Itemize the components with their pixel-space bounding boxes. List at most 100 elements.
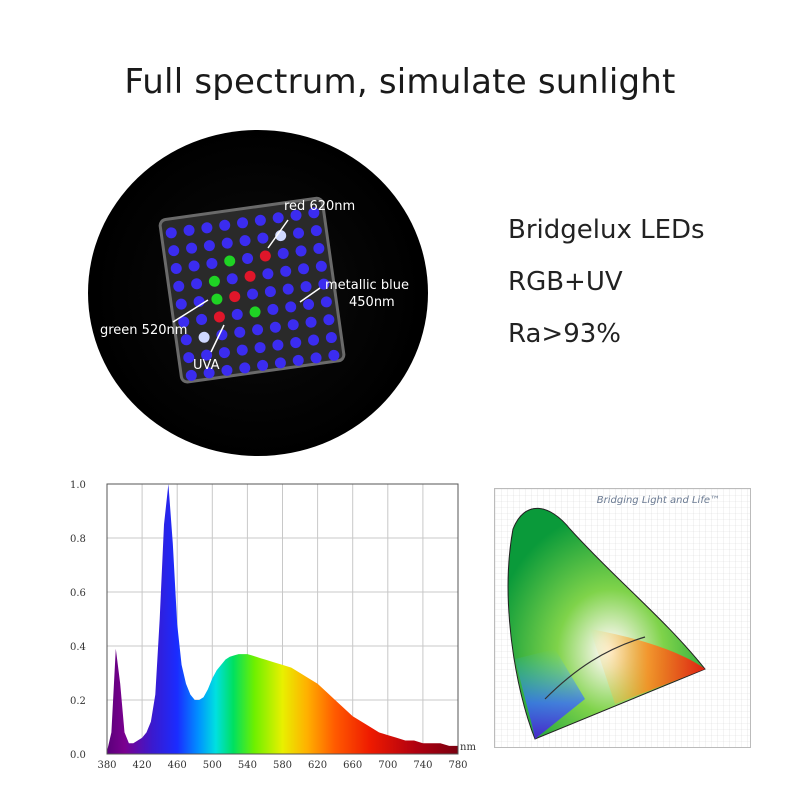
led-dot bbox=[287, 319, 299, 331]
x-tick-label: 660 bbox=[343, 760, 362, 771]
led-dot bbox=[295, 245, 307, 257]
led-dot bbox=[293, 227, 305, 239]
spec-brand: Bridgelux LEDs bbox=[508, 215, 705, 245]
led-dot bbox=[183, 352, 195, 364]
spec-channels: RGB+UV bbox=[508, 267, 623, 297]
led-dot bbox=[252, 324, 264, 336]
x-tick-label: 740 bbox=[413, 760, 432, 771]
x-tick-label: 500 bbox=[203, 760, 222, 771]
led-dot bbox=[211, 293, 223, 305]
led-dot bbox=[183, 224, 195, 236]
cie-diagram: Bridging Light and Life™ bbox=[494, 488, 751, 748]
spec-list: Bridgelux LEDs RGB+UV Ra>93% bbox=[508, 210, 705, 366]
x-tick-label: 540 bbox=[238, 760, 257, 771]
spec-cri: Ra>93% bbox=[508, 319, 622, 349]
led-dot bbox=[196, 313, 208, 325]
led-dot bbox=[292, 354, 304, 366]
led-dot bbox=[226, 273, 238, 285]
led-dot bbox=[300, 281, 312, 293]
led-dot bbox=[259, 250, 271, 262]
led-dot bbox=[203, 240, 215, 252]
led-dot bbox=[328, 349, 340, 361]
y-tick-label: 1.0 bbox=[70, 480, 86, 491]
led-dot bbox=[320, 296, 332, 308]
green-led-label: green 520nm bbox=[100, 323, 187, 338]
led-dot bbox=[206, 257, 218, 269]
led-dot bbox=[305, 316, 317, 328]
led-dot bbox=[203, 367, 215, 379]
led-dot bbox=[186, 242, 198, 254]
x-tick-label: 420 bbox=[133, 760, 152, 771]
cie-brand-label: Bridging Light and Life™ bbox=[596, 495, 720, 506]
led-dot bbox=[280, 265, 292, 277]
led-dot bbox=[310, 352, 322, 364]
led-dot bbox=[219, 219, 231, 231]
led-dot bbox=[201, 222, 213, 234]
led-dot bbox=[218, 347, 230, 359]
uva-led-label: UVA bbox=[193, 358, 220, 373]
led-dot bbox=[267, 303, 279, 315]
led-dot bbox=[165, 227, 177, 239]
red-led-label: red 620nm bbox=[284, 199, 355, 214]
led-dot bbox=[231, 308, 243, 320]
led-dot bbox=[201, 349, 213, 361]
led-dot bbox=[188, 260, 200, 272]
led-dot bbox=[234, 326, 246, 338]
led-dot bbox=[272, 339, 284, 351]
led-dot bbox=[216, 329, 228, 341]
led-chip-photo: red 620nm metallic blue 450nm green 520n… bbox=[88, 130, 428, 456]
led-dot bbox=[285, 301, 297, 313]
led-dot bbox=[247, 288, 259, 300]
x-tick-label: 460 bbox=[168, 760, 187, 771]
led-dot bbox=[315, 260, 327, 272]
led-dot bbox=[221, 364, 233, 376]
led-dot bbox=[198, 331, 210, 343]
x-tick-label: 620 bbox=[308, 760, 327, 771]
led-dot bbox=[262, 268, 274, 280]
x-axis-label: nm bbox=[460, 742, 476, 753]
led-dot bbox=[168, 245, 180, 257]
blue-led-label: metallic blue bbox=[325, 278, 409, 293]
led-dot bbox=[257, 359, 269, 371]
x-tick-label: 380 bbox=[97, 760, 116, 771]
led-array bbox=[165, 207, 340, 381]
led-dot bbox=[237, 217, 249, 229]
led-dot bbox=[178, 316, 190, 328]
y-tick-label: 0.4 bbox=[70, 642, 86, 653]
blue-led-wavelength: 450nm bbox=[349, 295, 395, 310]
x-tick-label: 700 bbox=[378, 760, 397, 771]
x-tick-label: 780 bbox=[448, 760, 467, 771]
led-dot bbox=[257, 232, 269, 244]
led-dot bbox=[290, 209, 302, 221]
led-dot bbox=[303, 298, 315, 310]
cie-chromaticity-chart bbox=[495, 489, 750, 747]
led-dot bbox=[185, 369, 197, 381]
led-dot bbox=[298, 263, 310, 275]
led-dot bbox=[242, 252, 254, 264]
led-dot bbox=[191, 278, 203, 290]
led-dot bbox=[264, 286, 276, 298]
led-dot bbox=[224, 255, 236, 267]
led-dot bbox=[308, 334, 320, 346]
led-dot bbox=[180, 334, 192, 346]
led-dot bbox=[310, 225, 322, 237]
led-dot bbox=[313, 242, 325, 254]
led-dot bbox=[325, 332, 337, 344]
led-dot bbox=[221, 237, 233, 249]
led-dot bbox=[249, 306, 261, 318]
page-title: Full spectrum, simulate sunlight bbox=[124, 62, 676, 102]
y-tick-label: 0.2 bbox=[70, 696, 86, 707]
led-dot bbox=[236, 344, 248, 356]
led-dot bbox=[175, 298, 187, 310]
led-dot bbox=[272, 212, 284, 224]
x-tick-label: 580 bbox=[273, 760, 292, 771]
led-dot bbox=[274, 357, 286, 369]
planckian-locus bbox=[544, 636, 646, 700]
led-dot bbox=[254, 342, 266, 354]
led-dot bbox=[282, 283, 294, 295]
y-tick-label: 0.0 bbox=[70, 750, 86, 761]
y-tick-label: 0.8 bbox=[70, 534, 86, 545]
led-dot bbox=[323, 314, 335, 326]
led-dot bbox=[170, 262, 182, 274]
spectrum-chart: 380 420 460 500 540 580 620 660 700 740 780 0.0 0.2 0… bbox=[70, 480, 476, 771]
